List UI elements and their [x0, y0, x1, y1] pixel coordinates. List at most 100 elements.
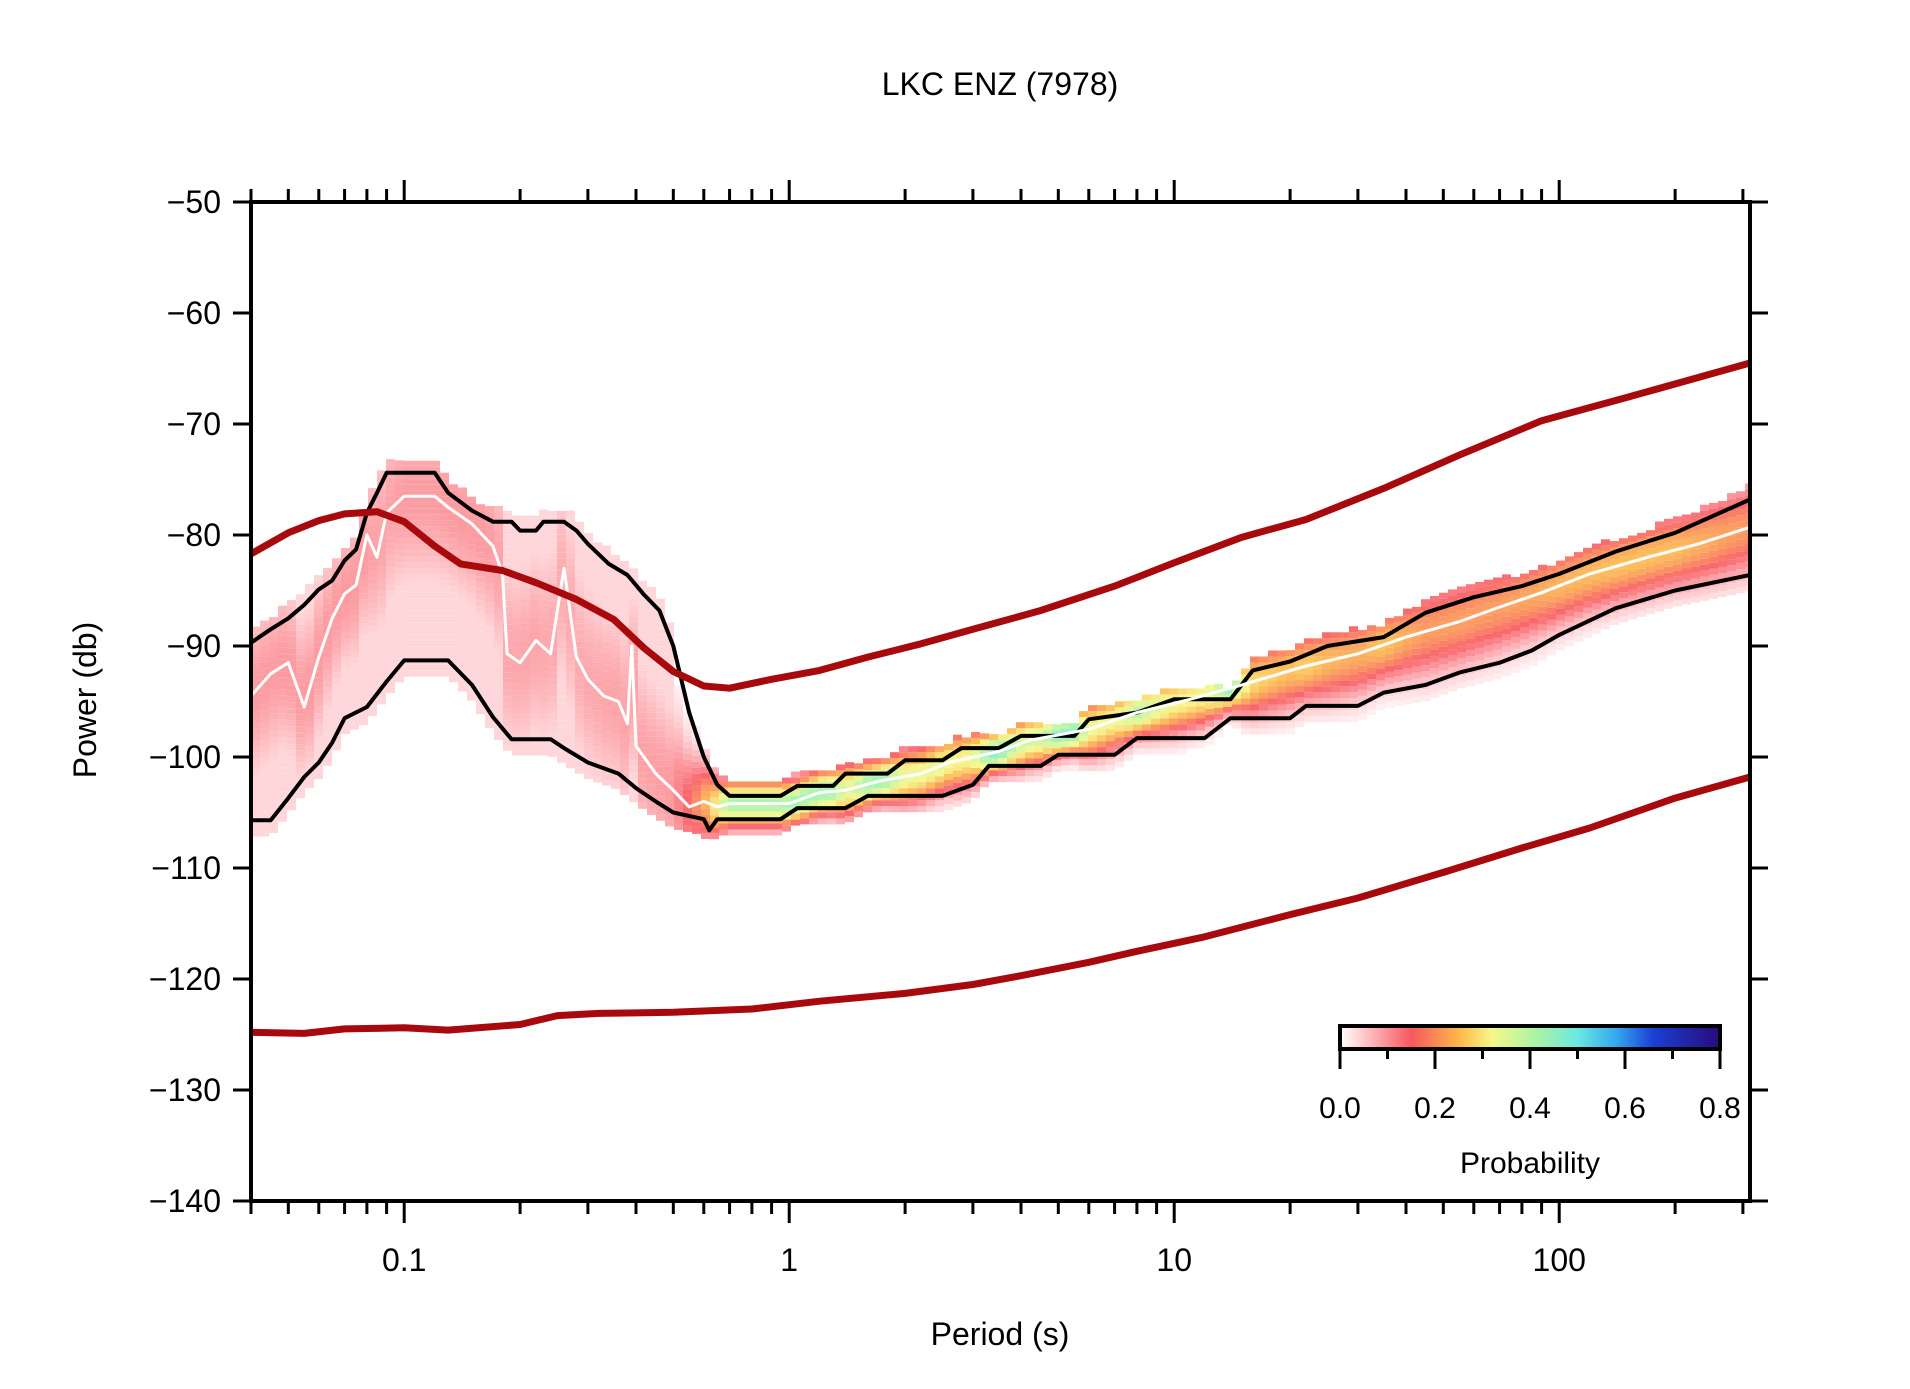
density-cell [395, 490, 404, 497]
density-cell [1178, 706, 1187, 713]
density-cell [323, 639, 332, 646]
density-cell [1718, 566, 1727, 573]
density-cell [350, 579, 359, 586]
density-cell [1655, 575, 1664, 582]
density-cell [656, 742, 665, 749]
density-cell [449, 502, 458, 509]
density-cell [1430, 655, 1439, 662]
density-cell [1556, 584, 1565, 591]
density-cell [1295, 721, 1304, 728]
density-cell [296, 612, 305, 619]
density-cell [440, 472, 449, 479]
density-cell [404, 466, 413, 473]
density-cell [1178, 718, 1187, 725]
density-cell [1610, 601, 1619, 608]
density-cell [269, 797, 278, 804]
density-cell [314, 749, 323, 756]
density-cell [854, 805, 863, 812]
density-cell [413, 556, 422, 563]
density-cell [332, 672, 341, 679]
density-cell [530, 539, 539, 546]
density-cell [836, 794, 845, 801]
density-cell [1196, 700, 1205, 707]
density-cell [503, 738, 512, 745]
density-cell [557, 666, 566, 673]
density-cell [368, 584, 377, 591]
density-cell [773, 781, 782, 788]
density-cell [971, 773, 980, 780]
density-cell [1475, 617, 1484, 624]
density-cell [467, 634, 476, 641]
density-cell [1250, 722, 1259, 729]
density-cell [1025, 752, 1034, 759]
density-cell [638, 688, 647, 695]
density-cell [1349, 686, 1358, 693]
density-cell [1349, 662, 1358, 669]
density-cell [1628, 589, 1637, 596]
density-cell [413, 628, 422, 635]
density-cell [1718, 542, 1727, 549]
density-cell [1592, 561, 1601, 568]
density-cell [584, 743, 593, 750]
density-cell [422, 604, 431, 611]
density-cell [1466, 662, 1475, 669]
density-cell [962, 761, 971, 768]
density-cell [1232, 680, 1241, 687]
density-cell [593, 728, 602, 735]
density-cell [647, 772, 656, 779]
density-cell [1394, 670, 1403, 677]
density-cell [1610, 571, 1619, 578]
density-cell [485, 596, 494, 603]
density-cell [368, 614, 377, 621]
density-cell [1502, 574, 1511, 581]
density-cell [566, 738, 575, 745]
density-cell [386, 633, 395, 640]
density-cell [548, 720, 557, 727]
density-cell [278, 815, 287, 822]
density-cell [1349, 644, 1358, 651]
density-cell [1097, 729, 1106, 736]
density-cell [1061, 735, 1070, 742]
density-cell [539, 731, 548, 738]
density-cell [611, 596, 620, 603]
density-cell [827, 770, 836, 777]
density-cell [485, 698, 494, 705]
density-cell [1358, 659, 1367, 666]
density-cell [269, 713, 278, 720]
density-cell [548, 528, 557, 535]
density-cell [521, 695, 530, 702]
density-cell [575, 695, 584, 702]
density-cell [1700, 570, 1709, 577]
density-cell [431, 460, 440, 467]
density-cell [1520, 585, 1529, 592]
density-cell [611, 572, 620, 579]
density-cell [1682, 562, 1691, 569]
density-cell [1709, 586, 1718, 593]
density-cell [764, 829, 773, 836]
density-cell [674, 733, 683, 740]
density-cell [314, 593, 323, 600]
density-cell [386, 483, 395, 490]
density-cell [1574, 582, 1583, 589]
density-cell [656, 598, 665, 605]
density-cell [350, 645, 359, 652]
density-cell [602, 593, 611, 600]
density-cell [1529, 653, 1538, 660]
density-cell [1025, 770, 1034, 777]
density-cell [539, 539, 548, 546]
density-cell [476, 606, 485, 613]
density-cell [305, 620, 314, 627]
density-cell [1439, 634, 1448, 641]
density-cell [350, 687, 359, 694]
density-cell [638, 766, 647, 773]
density-cell [467, 664, 476, 671]
density-cell [548, 750, 557, 757]
density-cell [485, 632, 494, 639]
density-cell [413, 514, 422, 521]
density-cell [782, 825, 791, 832]
density-cell [1619, 538, 1628, 545]
density-cell [1520, 579, 1529, 586]
density-cell [512, 641, 521, 648]
density-cell [593, 722, 602, 729]
density-cell [287, 690, 296, 697]
